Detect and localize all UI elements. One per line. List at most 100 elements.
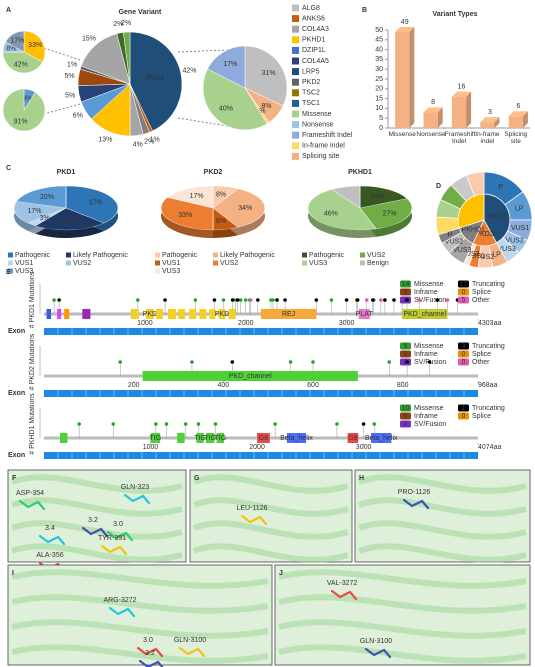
lollipop xyxy=(271,298,275,302)
connector xyxy=(177,117,229,127)
legend-label: PKD2 xyxy=(302,79,320,86)
legend-label: Truncating xyxy=(472,405,505,412)
legend-badge xyxy=(400,342,411,350)
domain xyxy=(216,433,225,443)
lollipop xyxy=(405,360,409,364)
domain xyxy=(199,309,207,319)
domain xyxy=(347,433,359,443)
legend-label: DZIP1L xyxy=(302,47,326,54)
slice-label: 9% xyxy=(22,95,32,102)
domain xyxy=(155,309,164,319)
legend-label: Benign xyxy=(367,260,389,267)
slice-name: PKD1 xyxy=(146,75,164,82)
slice-label: 27% xyxy=(383,210,397,217)
legend-label: Splice xyxy=(472,351,491,358)
slice-label: 1% xyxy=(67,62,77,69)
domain xyxy=(145,309,154,319)
legend-label: Likely Pathogenic xyxy=(220,252,275,259)
legend-label: VUS2 xyxy=(73,260,91,267)
slice-label: 15% xyxy=(82,36,96,43)
lollipop xyxy=(57,298,61,302)
residue-label: 3.0 xyxy=(143,637,153,644)
slice-label: 17% xyxy=(28,208,42,215)
lollipop xyxy=(314,298,319,302)
x-tick-label: 200 xyxy=(128,382,140,389)
lollipop xyxy=(235,298,240,302)
bar-value-label: 16 xyxy=(458,83,466,90)
pie-slice xyxy=(331,185,361,209)
pie-slice xyxy=(2,51,43,74)
legend-count: 0 xyxy=(404,413,408,420)
domain-label: G8 xyxy=(348,435,357,442)
domain-label: Beta_helix xyxy=(280,435,313,442)
domain xyxy=(257,433,270,443)
ribbon xyxy=(278,594,527,614)
legend-label: ALG8 xyxy=(302,5,320,12)
domain-label: TIG xyxy=(214,435,226,442)
ribbon xyxy=(357,543,527,563)
bar xyxy=(395,31,410,128)
legend-count: 5 xyxy=(404,343,408,350)
residue-stick xyxy=(38,534,66,546)
panel-label: D xyxy=(436,183,441,190)
domain-label: TIG xyxy=(194,435,206,442)
lollipop xyxy=(311,360,315,364)
residue-stick xyxy=(81,526,109,538)
connectors xyxy=(43,47,229,127)
slice-label: 18% xyxy=(370,193,384,200)
legend-label: SV/Fusion xyxy=(414,297,446,304)
outer-label: LP xyxy=(492,252,501,259)
legend-label: COL4A5 xyxy=(302,58,329,65)
legend-badge xyxy=(400,288,411,296)
ribbon xyxy=(192,520,349,540)
domain xyxy=(358,309,370,319)
bar-side xyxy=(494,117,500,128)
domain xyxy=(46,309,52,319)
domain xyxy=(260,309,317,319)
ribbon xyxy=(10,474,183,494)
pie-slice xyxy=(244,45,288,107)
legend-label: Other xyxy=(472,297,490,304)
slice-label: 23% xyxy=(62,218,76,225)
domain xyxy=(209,309,216,319)
slice-label: 20% xyxy=(40,194,54,201)
lollipop xyxy=(190,360,194,364)
slice-label: 46% xyxy=(324,211,338,218)
legend-badge xyxy=(458,342,469,350)
legend-count: 3 xyxy=(462,343,466,350)
legend-label: In-frame indel xyxy=(302,143,345,150)
y-tick-label: 5 xyxy=(379,115,383,122)
residue-label: ALA-356 xyxy=(36,552,63,559)
x-tick-label: Missense xyxy=(388,131,416,138)
domain xyxy=(142,371,358,381)
pie-slice xyxy=(207,45,246,89)
residue-label: GLN-3100 xyxy=(360,638,392,645)
y-tick-label: 45 xyxy=(375,37,383,44)
domain-label: TIG xyxy=(204,435,216,442)
legend-swatch xyxy=(213,260,218,266)
domain-label: PLAT xyxy=(356,311,374,318)
y-tick-label: 50 xyxy=(375,27,383,34)
legend-swatch xyxy=(292,142,299,150)
legend-swatch xyxy=(292,78,299,86)
legend-count: 0 xyxy=(462,359,466,366)
outer-label: P xyxy=(498,184,503,191)
legend-label: VUS2 xyxy=(220,260,238,267)
lollipop xyxy=(355,298,360,302)
outer-label: VUS2 xyxy=(505,238,523,245)
bar xyxy=(423,112,438,128)
ribbon xyxy=(357,520,527,540)
lollipop xyxy=(77,422,81,426)
domain xyxy=(196,433,204,443)
legend-label: Truncating xyxy=(472,281,505,288)
x-tick-label: Splicing site xyxy=(504,131,528,145)
residue-label: 3.2 xyxy=(88,517,98,524)
pie-slice xyxy=(65,185,119,224)
legend-label: Frameshift Indel xyxy=(302,132,353,139)
lollipop xyxy=(118,360,123,364)
domain-label: Beta_helix xyxy=(365,435,398,442)
panel-label: H xyxy=(359,475,364,482)
x-tick-label: 968aa xyxy=(478,382,498,389)
x-tick-label: In-frame indel xyxy=(475,131,500,145)
legend-label: Splice xyxy=(472,289,491,296)
